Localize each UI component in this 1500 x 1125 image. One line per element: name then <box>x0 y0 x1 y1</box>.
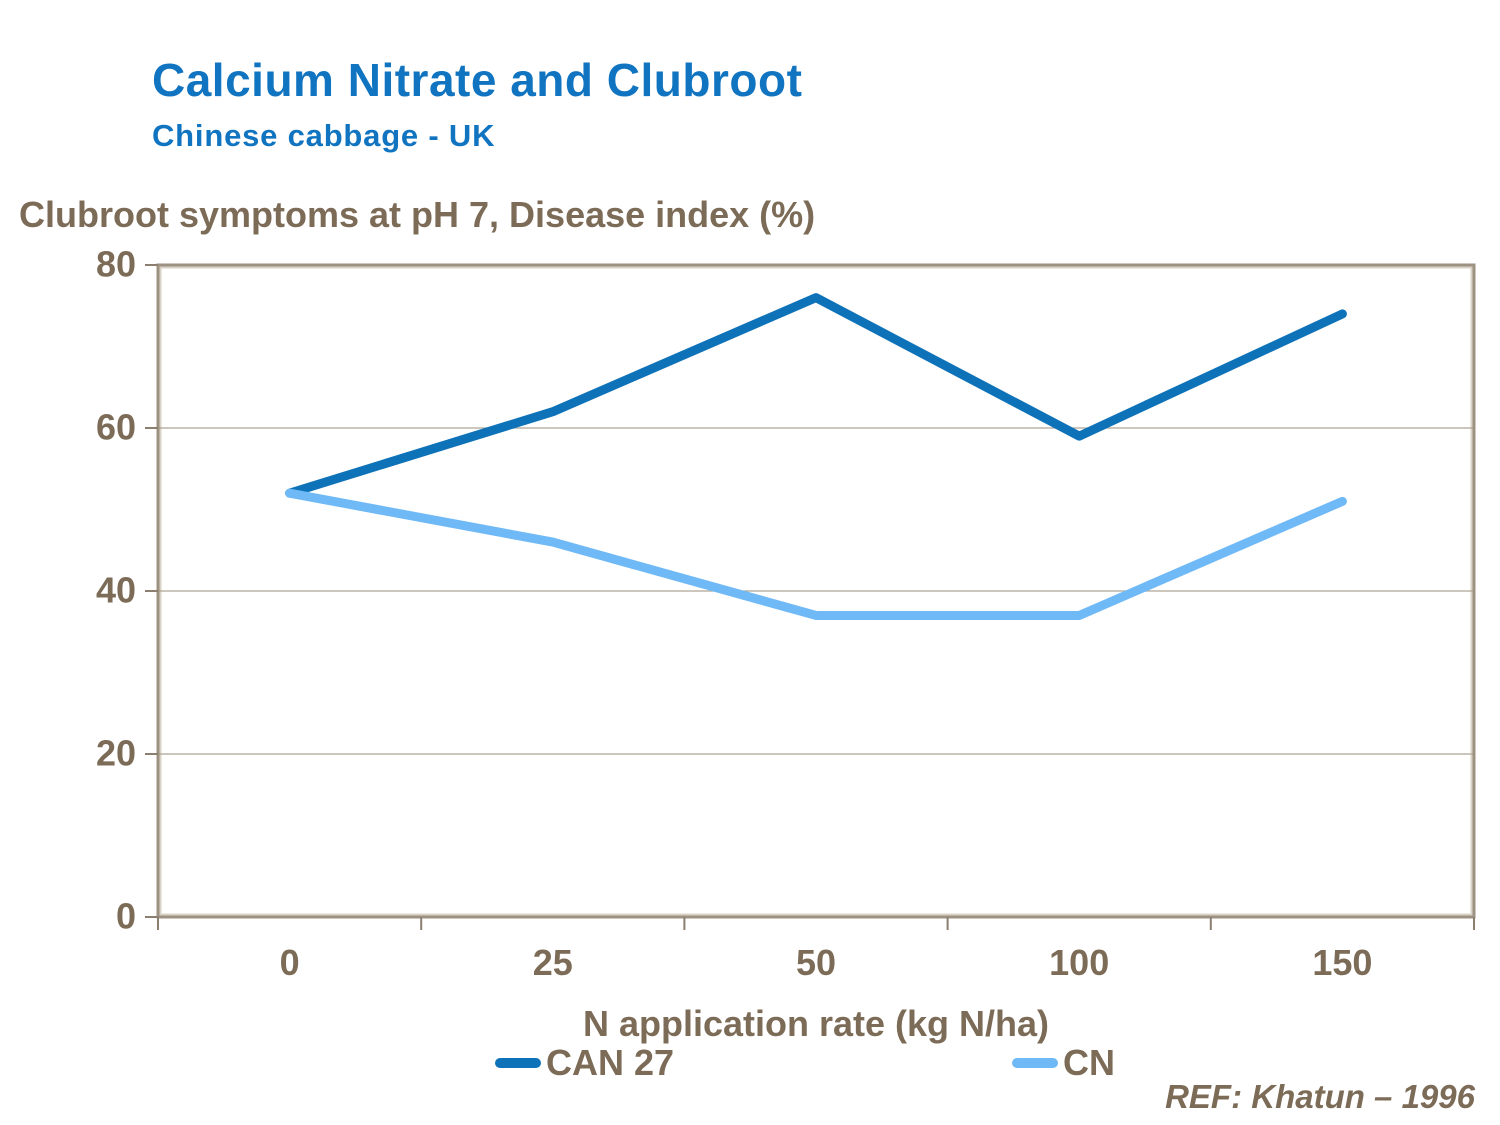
y-tick-label: 20 <box>95 732 136 774</box>
legend-label: CN <box>1063 1042 1115 1083</box>
y-tick-label: 60 <box>95 406 136 448</box>
legend-label: CAN 27 <box>546 1042 675 1083</box>
legend-line-swatch <box>1012 1058 1058 1068</box>
series-line-can-27 <box>285 293 1347 498</box>
x-tick-label: 100 <box>1049 942 1110 983</box>
x-axis-title: N application rate (kg N/ha) <box>582 1003 1050 1044</box>
y-tick-label: 0 <box>115 895 136 937</box>
legend-line-swatch <box>495 1058 541 1068</box>
reference-note: REF: Khatun – 1996 <box>1165 1078 1475 1115</box>
series-line-cn <box>285 488 1347 620</box>
plot-area <box>145 263 1476 930</box>
legend-item-can-27: CAN 27 <box>495 1043 674 1083</box>
x-tick-label: 0 <box>279 942 300 983</box>
page-subtitle: Chinese cabbage - UK <box>152 118 496 153</box>
y-tick-label: 40 <box>95 569 136 611</box>
x-tick-label: 150 <box>1312 942 1373 983</box>
page-title: Calcium Nitrate and Clubroot <box>152 54 803 106</box>
chart-heading: Clubroot symptoms at pH 7, Disease index… <box>19 194 816 235</box>
x-tick-label: 50 <box>795 942 837 983</box>
y-tick-label: 80 <box>95 243 136 285</box>
legend-item-cn: CN <box>1012 1043 1115 1083</box>
x-tick-label: 25 <box>532 942 573 983</box>
